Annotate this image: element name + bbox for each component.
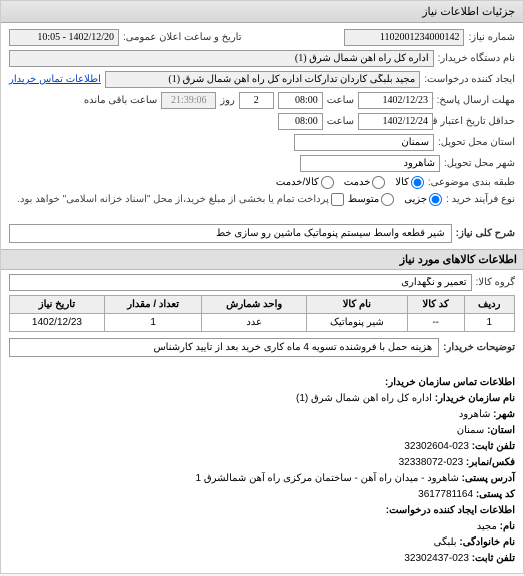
cat-service-radio[interactable]: خدمت: [344, 176, 386, 189]
city-field[interactable]: [300, 155, 440, 172]
deadline-label: مهلت ارسال پاسخ: تا تاریخ:: [437, 95, 515, 106]
c-cphone: 023-32302437: [404, 553, 469, 564]
table-row[interactable]: 1 -- شیر پنوماتیک عدد 1 1402/12/23: [10, 314, 515, 332]
pt-small-label: جزیی: [404, 194, 427, 205]
c-lname-label: نام خانوادگی:: [459, 537, 515, 548]
time-label-1: ساعت: [327, 95, 354, 106]
contact-title: اطلاعات تماس سازمان خریدار:: [385, 377, 515, 388]
need-no-label: شماره نیاز:: [468, 32, 515, 43]
th-name: نام کالا: [306, 296, 407, 314]
pt-medium-label: متوسط: [348, 194, 379, 205]
category-label: طبقه بندی موضوعی:: [428, 177, 515, 188]
th-code: کد کالا: [407, 296, 464, 314]
th-date: تاریخ نیاز: [10, 296, 105, 314]
c-name-label: نام:: [500, 521, 515, 532]
remain-field: [161, 92, 216, 109]
cat-both-label: کالا/خدمت: [276, 177, 319, 188]
c-phone: 023-32302604: [404, 441, 469, 452]
c-phone-label: تلفن ثابت:: [472, 441, 515, 452]
td-name: شیر پنوماتیک: [306, 314, 407, 332]
buyer-note-label: توضیحات خریدار:: [443, 342, 515, 353]
days-label: روز: [220, 95, 235, 106]
cat-goods-label: کالا: [395, 177, 409, 188]
cat-goods-radio[interactable]: کالا: [395, 176, 424, 189]
tab-header: جزئیات اطلاعات نیاز: [1, 1, 523, 23]
goods-table: ردیف کد کالا نام کالا واحد شمارش تعداد /…: [9, 295, 515, 332]
pt-medium-radio[interactable]: متوسط: [348, 193, 394, 206]
th-unit: واحد شمارش: [202, 296, 307, 314]
deadline-time-field[interactable]: [278, 92, 323, 109]
c-org-label: نام سازمان خریدار:: [435, 393, 515, 404]
pt-note-check[interactable]: پرداخت تمام یا بخشی از مبلغ خرید،از محل …: [17, 193, 344, 206]
th-qty: تعداد / مقدار: [104, 296, 202, 314]
buyer-org-field: [9, 50, 434, 67]
remain-label: ساعت باقی مانده: [84, 95, 157, 106]
c-fax-label: فکس/نمابر:: [466, 457, 515, 468]
c-postcode: 3617781164: [418, 489, 473, 500]
days-field[interactable]: [239, 92, 274, 109]
c-creator-title: اطلاعات ایجاد کننده درخواست:: [386, 505, 515, 516]
td-date: 1402/12/23: [10, 314, 105, 332]
validity-time-field[interactable]: [278, 113, 323, 130]
cat-service-label: خدمت: [344, 177, 371, 188]
c-city: شاهرود: [459, 409, 491, 420]
province-label: استان محل تحویل:: [438, 137, 515, 148]
goods-section-title: اطلاعات کالاهای مورد نیاز: [1, 249, 523, 270]
time-label-2: ساعت: [327, 116, 354, 127]
validity-date-field[interactable]: [358, 113, 433, 130]
public-date-label: تاریخ و ساعت اعلان عمومی:: [123, 32, 242, 43]
c-cphone-label: تلفن ثابت:: [472, 553, 515, 564]
c-org: اداره کل راه اهن شمال شرق (1): [296, 393, 432, 404]
pt-small-radio[interactable]: جزیی: [404, 193, 442, 206]
td-row: 1: [464, 314, 514, 332]
buyer-contact-link[interactable]: اطلاعات تماس خریدار: [9, 74, 101, 85]
pt-note: پرداخت تمام یا بخشی از مبلغ خرید،از محل …: [17, 194, 329, 205]
city-label: شهر محل تحویل:: [444, 158, 515, 169]
c-city-label: شهر:: [493, 409, 515, 420]
c-fax: 023-32338072: [399, 457, 464, 468]
creator-label: ایجاد کننده درخواست:: [424, 74, 515, 85]
purchase-type-label: نوع فرآیند خرید :: [446, 194, 515, 205]
desc-label: شرح کلی نیاز:: [456, 228, 515, 239]
td-qty: 1: [104, 314, 202, 332]
public-date-field: [9, 29, 119, 46]
buyer-note-box: هزینه حمل با فروشنده تسویه 4 ماه کاری خر…: [9, 338, 439, 357]
c-name: مجید: [477, 521, 497, 532]
deadline-date-field[interactable]: [358, 92, 433, 109]
need-no-field: [344, 29, 464, 46]
group-field[interactable]: [9, 274, 472, 291]
province-field[interactable]: [294, 134, 434, 151]
c-postcode-label: کد پستی:: [476, 489, 515, 500]
table-header-row: ردیف کد کالا نام کالا واحد شمارش تعداد /…: [10, 296, 515, 314]
th-row: ردیف: [464, 296, 514, 314]
td-code: --: [407, 314, 464, 332]
c-addr-label: آدرس پستی:: [462, 473, 515, 484]
td-unit: عدد: [202, 314, 307, 332]
buyer-org-label: نام دستگاه خریدار:: [438, 53, 515, 64]
contact-block: اطلاعات تماس سازمان خریدار: نام سازمان خ…: [1, 369, 523, 573]
desc-box: شیر قطعه واسط سیستم پنوماتیک ماشین رو سا…: [9, 224, 452, 243]
creator-field: [105, 71, 420, 88]
group-label: گروه کالا:: [476, 277, 515, 288]
cat-both-radio[interactable]: کالا/خدمت: [276, 176, 334, 189]
validity-label: حداقل تاریخ اعتبار قیمت: تا تاریخ:: [437, 116, 515, 127]
c-province-label: استان:: [487, 425, 515, 436]
c-lname: بلبگی: [434, 537, 457, 548]
c-addr: شاهرود - میدان راه آهن - ساختمان مرکزی ر…: [196, 473, 459, 484]
c-province: سمنان: [457, 425, 485, 436]
